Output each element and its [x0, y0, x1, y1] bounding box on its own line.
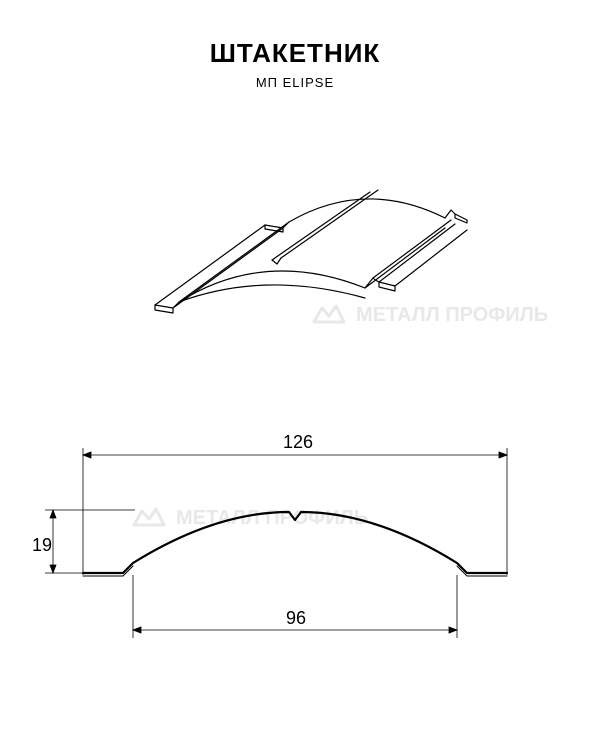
product-subtitle: МП ELIPSE	[0, 75, 590, 90]
dim-width-inner: 96	[286, 608, 306, 629]
title-block: ШТАКЕТНИК МП ELIPSE	[0, 0, 590, 90]
dim-width-total: 126	[283, 432, 313, 453]
isometric-view	[115, 130, 475, 360]
product-title: ШТАКЕТНИК	[0, 38, 590, 69]
dim-height: 19	[32, 535, 52, 556]
